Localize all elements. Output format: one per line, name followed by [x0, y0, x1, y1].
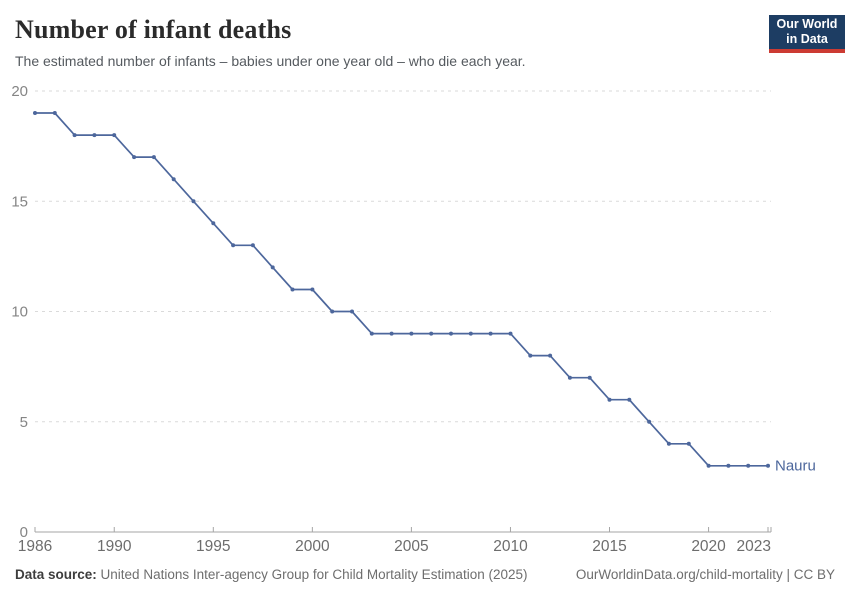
series-end-label[interactable]: Nauru — [775, 457, 816, 474]
x-tick-label-2023: 2023 — [737, 538, 771, 555]
data-point-2015[interactable] — [607, 397, 612, 402]
y-tick-label-10: 10 — [11, 304, 28, 321]
data-point-2004[interactable] — [389, 331, 394, 336]
data-point-2000[interactable] — [310, 287, 315, 292]
data-point-2006[interactable] — [429, 331, 434, 336]
owid-logo-box: Our World in Data — [769, 15, 845, 49]
data-point-1994[interactable] — [191, 199, 196, 204]
x-tick-label-2020: 2020 — [691, 538, 726, 555]
chart-area[interactable]: 0 5 10 15 20 1986 1990 1995 2000 2005 2010 2015 2020… — [0, 80, 850, 572]
owid-logo-red-strip — [769, 49, 845, 53]
chart-footer: Data source: United Nations Inter-agency… — [0, 567, 850, 582]
data-point-2022[interactable] — [746, 463, 751, 468]
y-tick-label-20: 20 — [11, 83, 28, 100]
x-tick-label-2010: 2010 — [493, 538, 528, 555]
x-tick-label-2015: 2015 — [592, 538, 626, 555]
data-point-2001[interactable] — [330, 309, 335, 314]
data-point-1993[interactable] — [171, 177, 176, 182]
y-tick-label-5: 5 — [20, 414, 28, 431]
data-point-2016[interactable] — [627, 397, 632, 402]
owid-logo[interactable]: Our World in Data — [769, 15, 845, 53]
chart-subtitle: The estimated number of infants – babies… — [15, 52, 526, 69]
data-point-2008[interactable] — [468, 331, 473, 336]
x-tick-label-1986: 1986 — [18, 538, 52, 555]
chart-title: Number of infant deaths — [15, 15, 292, 44]
data-source-text: United Nations Inter-agency Group for Ch… — [100, 567, 528, 582]
data-point-1989[interactable] — [92, 133, 97, 138]
data-point-2018[interactable] — [666, 441, 671, 446]
data-point-1992[interactable] — [151, 155, 156, 160]
data-point-1997[interactable] — [250, 243, 255, 248]
data-point-2014[interactable] — [587, 375, 592, 380]
data-point-2017[interactable] — [647, 419, 652, 424]
data-source-note: Data source: United Nations Inter-agency… — [15, 567, 527, 582]
data-point-2023[interactable] — [766, 463, 770, 468]
x-tick-label-1990: 1990 — [97, 538, 132, 555]
data-point-2009[interactable] — [488, 331, 493, 336]
data-point-2012[interactable] — [548, 353, 553, 358]
owid-logo-line1: Our World — [776, 17, 838, 31]
data-point-1986[interactable] — [33, 111, 37, 115]
data-point-2021[interactable] — [726, 463, 731, 468]
data-point-1995[interactable] — [211, 221, 216, 226]
data-point-2007[interactable] — [449, 331, 453, 336]
data-point-2013[interactable] — [567, 375, 572, 380]
chart-header: Number of infant deaths The estimated nu… — [0, 0, 850, 70]
data-point-2011[interactable] — [528, 353, 533, 358]
data-source-label: Data source: — [15, 567, 97, 582]
data-point-2002[interactable] — [350, 309, 354, 314]
x-tick-label-2000: 2000 — [295, 538, 330, 555]
x-tick-label-2005: 2005 — [394, 538, 428, 555]
data-point-1987[interactable] — [52, 111, 57, 115]
data-point-1996[interactable] — [231, 243, 236, 248]
x-tick-label-1995: 1995 — [196, 538, 230, 555]
data-point-1990[interactable] — [112, 133, 117, 138]
line-series-nauru[interactable] — [35, 112, 768, 467]
data-point-1998[interactable] — [270, 265, 275, 270]
data-point-1988[interactable] — [72, 133, 77, 138]
y-tick-label-0: 0 — [20, 524, 28, 541]
owid-citation-link[interactable]: OurWorldinData.org/child-mortality | CC … — [575, 567, 835, 582]
data-point-2003[interactable] — [369, 331, 374, 336]
data-point-2020[interactable] — [706, 463, 711, 468]
data-point-1999[interactable] — [290, 287, 295, 292]
owid-logo-line2: in Data — [786, 32, 828, 46]
data-point-2010[interactable] — [508, 331, 513, 336]
data-point-1991[interactable] — [132, 155, 137, 160]
data-point-2005[interactable] — [409, 331, 414, 336]
chart-canvas[interactable]: 0 5 10 15 20 1986 1990 1995 2000 2005 2010 2015 2020… — [0, 80, 850, 572]
y-tick-label-15: 15 — [11, 193, 28, 210]
data-point-2019[interactable] — [686, 441, 691, 446]
